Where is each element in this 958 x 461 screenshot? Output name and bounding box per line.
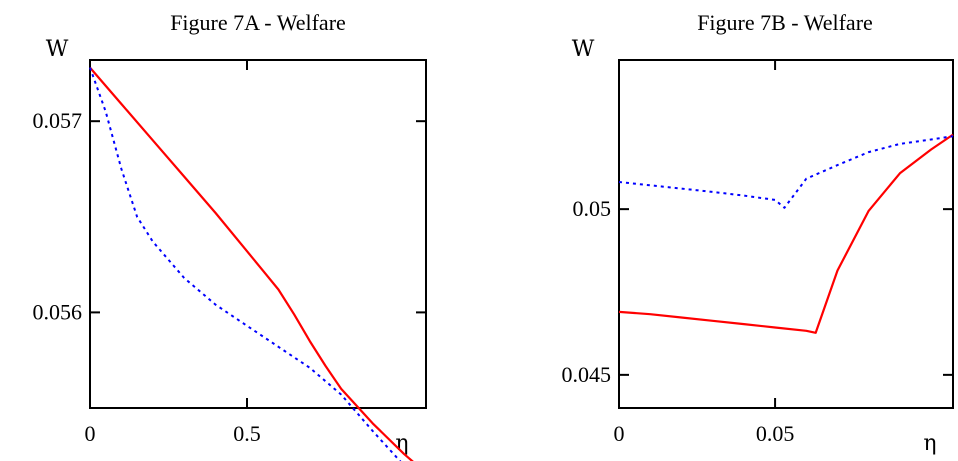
chart-7a-ylabel: W — [46, 37, 69, 62]
chart-7a-xtick-label: 0.5 — [233, 421, 261, 446]
chart-7b-ylabel: W — [572, 37, 595, 62]
chart-7a-ytick-label: 0.057 — [33, 108, 83, 133]
chart-7b-xtick-label: 0 — [614, 421, 625, 446]
chart-7b-series-blue-dotted-line — [618, 135, 954, 209]
chart-7a-series — [89, 66, 414, 461]
chart-7b-series — [618, 133, 954, 334]
chart-7b-ytick-label: 0.05 — [573, 196, 612, 221]
chart-7a-series-blue-dotted-line — [89, 67, 402, 461]
chart-7b-plot-frame — [618, 59, 954, 409]
chart-7a-ytick-label: 0.056 — [33, 299, 83, 324]
chart-7a-ticks: 0.056 0.057 0 0.5 — [33, 60, 426, 446]
chart-7a-plot-frame — [89, 59, 427, 409]
chart-7b: Figure 7B - Welfare W η 0.045 0.05 0 0.05 — [562, 10, 954, 456]
chart-7b-ytick-label: 0.045 — [562, 362, 612, 387]
chart-7b-series-red-solid-line — [618, 133, 954, 334]
chart-7b-xtick-label: 0.05 — [756, 421, 795, 446]
chart-7b-title: Figure 7B - Welfare — [697, 10, 873, 35]
chart-7a-title: Figure 7A - Welfare — [170, 10, 346, 35]
chart-7b-xlabel: η — [923, 431, 936, 456]
chart-7a-series-red-solid-line — [89, 66, 414, 461]
chart-7b-ticks: 0.045 0.05 0 0.05 — [562, 60, 953, 446]
chart-7a-xtick-label: 0 — [85, 421, 96, 446]
